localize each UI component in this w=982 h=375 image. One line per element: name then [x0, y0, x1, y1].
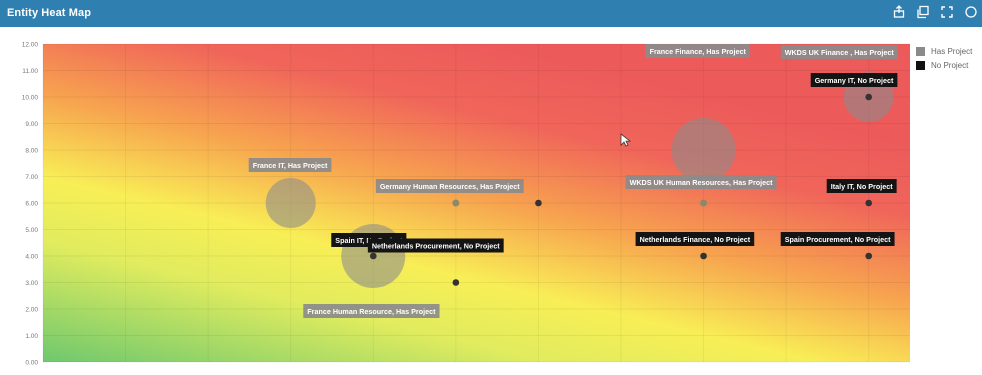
point-label-box — [810, 73, 898, 87]
chart-title: Entity Heat Map — [7, 7, 92, 19]
y-tick-label: 8.00 — [25, 148, 38, 155]
point-label-box — [826, 179, 897, 193]
point-label-box — [367, 238, 504, 253]
dot-no-project[interactable] — [865, 93, 873, 101]
export-icon[interactable] — [892, 5, 906, 19]
legend-label: No Project — [931, 60, 969, 70]
point-label-box — [625, 175, 777, 189]
y-tick-label: 9.00 — [25, 121, 38, 128]
point-label: Germany Human Resources, Has Project — [375, 179, 524, 193]
point-label: Germany IT, No Project — [810, 73, 898, 87]
fullscreen-icon[interactable] — [940, 5, 954, 19]
point-label-box — [248, 158, 332, 172]
dot-no-project[interactable] — [865, 252, 873, 260]
legend-item-has-project[interactable]: Has Project — [916, 44, 972, 58]
point-label-text: France Human Resource, Has Project — [307, 307, 436, 316]
point-label: Netherlands Procurement, No Project — [367, 238, 504, 253]
y-tick-label: 1.00 — [25, 333, 38, 340]
point-label-box — [780, 45, 898, 59]
mouse-cursor-icon — [620, 133, 632, 147]
y-tick-label: 7.00 — [25, 174, 38, 181]
chart-titlebar: Entity Heat Map — [0, 0, 982, 27]
bubble-has-project[interactable] — [452, 199, 460, 207]
y-axis-ticks: 0.00 1.00 2.00 3.00 4.00 5.00 6.00 7.00 8.00 9.00… — [22, 42, 39, 367]
y-tick-label: 0.00 — [25, 360, 38, 367]
point-label-box — [635, 232, 755, 246]
y-tick-label: 11.00 — [22, 68, 38, 75]
heat-map-chart: 0.00 1.00 2.00 3.00 4.00 5.00 6.00 7.00 8.00 9.00… — [22, 42, 910, 367]
dot-no-project[interactable] — [700, 252, 707, 260]
y-tick-label: 2.00 — [25, 307, 38, 314]
point-label-text: Spain Procurement, No Project — [785, 235, 891, 244]
point-label-text: Germany IT, No Project — [815, 76, 894, 85]
chart-toolbar — [892, 5, 978, 19]
copy-chart-icon[interactable] — [916, 5, 930, 19]
heat-background — [43, 44, 910, 362]
y-tick-label: 4.00 — [25, 254, 38, 261]
legend-swatch — [916, 46, 925, 56]
bubble-has-project[interactable] — [700, 199, 708, 207]
point-label-box — [780, 232, 895, 246]
more-icon[interactable] — [964, 5, 978, 19]
dot-no-project[interactable] — [369, 252, 377, 260]
y-tick-label: 12.00 — [22, 42, 39, 49]
point-label-box — [645, 44, 750, 58]
point-label: France IT, Has Project — [248, 158, 332, 172]
point-label: France Human Resource, Has Project — [303, 304, 440, 318]
legend-item-no-project[interactable]: No Project — [916, 58, 972, 72]
y-tick-label: 10.00 — [22, 95, 39, 102]
point-label-text: France Finance, Has Project — [650, 47, 747, 56]
point-label: WKDS UK Finance , Has Project — [780, 45, 898, 59]
y-tick-label: 6.00 — [25, 201, 38, 208]
legend: Has Project No Project — [916, 44, 972, 72]
point-label-box — [375, 179, 524, 193]
point-label-text: Netherlands Finance, No Project — [640, 235, 751, 244]
point-label: France Finance, Has Project — [645, 44, 750, 58]
point-label-text: France IT, Has Project — [253, 161, 328, 170]
point-label-text: Italy IT, No Project — [831, 182, 894, 191]
dot-no-project[interactable] — [865, 199, 873, 207]
point-label-text: Netherlands Procurement, No Project — [372, 242, 500, 251]
dot-no-project[interactable] — [452, 279, 460, 286]
point-label-text: WKDS UK Finance , Has Project — [785, 48, 895, 57]
point-label: Italy IT, No Project — [826, 179, 897, 193]
dot-no-project[interactable] — [535, 199, 542, 207]
legend-label: Has Project — [931, 46, 973, 56]
legend-swatch — [916, 60, 925, 70]
y-tick-label: 5.00 — [25, 227, 38, 234]
point-label: Netherlands Finance, No Project — [635, 232, 755, 246]
point-label-box — [303, 304, 440, 318]
point-label: Spain Procurement, No Project — [780, 232, 895, 246]
bubble-has-project[interactable] — [671, 118, 736, 182]
point-labels: France IT, Has Project France Human Resou… — [248, 44, 898, 318]
point-label-text: Germany Human Resources, Has Project — [380, 182, 520, 191]
point-label: WKDS UK Human Resources, Has Project — [625, 175, 777, 189]
bubble-has-project[interactable] — [265, 178, 316, 228]
y-tick-label: 3.00 — [25, 280, 38, 287]
point-label-text: WKDS UK Human Resources, Has Project — [630, 178, 774, 187]
